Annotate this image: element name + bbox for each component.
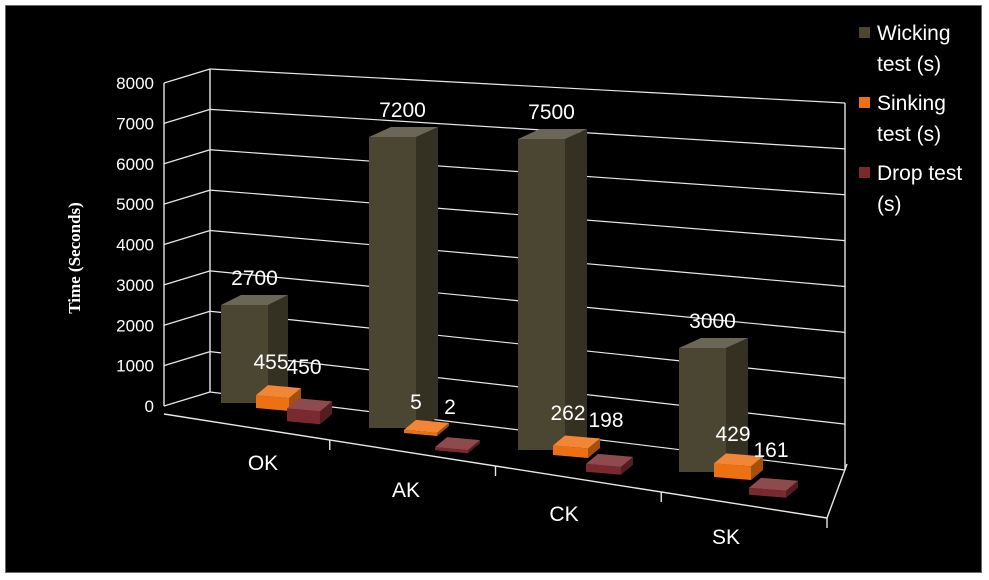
bar-ck-drop-side — [621, 456, 633, 475]
bar-ok-sinking-front — [256, 395, 289, 411]
bar-ak-wicking-top — [369, 127, 438, 137]
y-tick-label: 7000 — [116, 114, 154, 133]
bar-ak-sinking-top — [404, 419, 449, 433]
legend-swatch — [859, 167, 870, 178]
data-label: 7500 — [528, 101, 575, 124]
legend-label: test (s) — [877, 123, 941, 146]
side-gridline — [163, 270, 211, 286]
data-label: 262 — [550, 402, 585, 425]
x-tick-label: OK — [248, 452, 278, 475]
bar-sk-wicking-side — [726, 338, 748, 472]
gridline — [209, 108, 846, 150]
x-tick-label: SK — [712, 526, 740, 549]
bar-ak-drop-side — [468, 440, 480, 454]
bars — [221, 127, 798, 498]
data-label: 2 — [444, 396, 456, 419]
data-label: 198 — [588, 409, 623, 432]
bar-ok-wicking-front — [221, 305, 268, 403]
legend-label: (s) — [877, 193, 902, 216]
side-gridline — [163, 351, 211, 367]
y-tick-label: 2000 — [116, 316, 154, 335]
bar-ak-drop-front — [435, 447, 468, 454]
legend-label: Drop test — [877, 162, 962, 185]
legend-label: Sinking — [877, 92, 946, 115]
bar-ok-drop-side — [320, 401, 332, 425]
bar-ck-drop-front — [586, 463, 621, 475]
bar-ck-wicking-front — [518, 139, 565, 450]
gridline — [209, 68, 846, 104]
bar-ak-wicking-side — [416, 127, 438, 428]
y-tick-label: 1000 — [116, 357, 154, 376]
legend-item: Drop test (s) — [859, 162, 962, 216]
bar-ck-wicking-side — [565, 129, 587, 450]
y-tick-label: 5000 — [116, 195, 154, 214]
bar-sk-drop-front — [749, 487, 786, 498]
data-label: 161 — [753, 439, 788, 462]
bar-sk-sinking-top — [714, 453, 763, 467]
y-tick-label: 6000 — [116, 155, 154, 174]
bar-ok-drop-top — [287, 398, 332, 412]
bar-ck-drop-top — [586, 453, 633, 467]
bar-ak-wicking-front — [369, 137, 416, 428]
data-label: 450 — [286, 356, 321, 379]
bar-sk-sinking-front — [714, 463, 751, 480]
legend: Wicking test (s) Sinking test (s) Drop test (… — [859, 22, 962, 216]
bar-ck-sinking-front — [553, 445, 588, 458]
data-label: 3000 — [689, 310, 736, 333]
bar-sk-drop-side — [786, 480, 798, 498]
y-axis-title: Time (Seconds) — [65, 202, 84, 314]
side-gridline — [163, 310, 211, 326]
bar-sk-drop-top — [749, 477, 798, 491]
data-label: 429 — [715, 423, 750, 446]
bar-sk-wicking-top — [679, 338, 748, 348]
legend-item: Wicking test (s) — [859, 22, 951, 76]
axes: 0 1000 2000 3000 4000 5000 6000 7000 8000 — [116, 69, 848, 528]
bar-ck-wicking-top — [518, 129, 587, 139]
side-gridline — [163, 391, 211, 407]
floor-right-edge — [826, 463, 848, 519]
bar-ok-wicking-top — [221, 295, 288, 305]
bar-ak-sinking-front — [404, 429, 437, 436]
side-gridline — [163, 108, 211, 124]
bar-ck-sinking-side — [588, 438, 600, 458]
bar-ok-sinking-top — [256, 385, 301, 399]
y-tick-label: 8000 — [116, 74, 154, 93]
y-tick-label: 3000 — [116, 276, 154, 295]
legend-swatch — [859, 27, 870, 38]
bar-ck-sinking-top — [553, 435, 600, 449]
legend-swatch — [859, 97, 870, 108]
data-label: 455 — [253, 351, 288, 374]
side-gridline — [163, 229, 211, 246]
side-gridline — [163, 149, 211, 165]
y-tick-label: 4000 — [116, 236, 154, 255]
data-label: 2700 — [231, 267, 278, 290]
bar-ok-drop-front — [287, 408, 320, 425]
bar-ak-sinking-side — [437, 422, 449, 436]
chart-frame — [5, 5, 982, 573]
legend-label: test (s) — [877, 53, 941, 76]
bar-ok-wicking-side — [268, 295, 288, 403]
legend-item: Sinking test (s) — [859, 92, 946, 146]
bar-sk-wicking-front — [679, 348, 726, 472]
side-gridline — [163, 189, 211, 205]
x-tick-label: CK — [549, 503, 578, 526]
x-tick-label: AK — [392, 479, 420, 502]
side-gridline — [163, 68, 211, 84]
data-label: 5 — [410, 391, 422, 414]
bar-ak-drop-top — [435, 437, 480, 451]
bar-sk-sinking-side — [751, 456, 763, 480]
y-tick-label: 0 — [145, 397, 154, 416]
legend-label: Wicking — [877, 22, 951, 45]
data-label: 7200 — [379, 99, 426, 122]
